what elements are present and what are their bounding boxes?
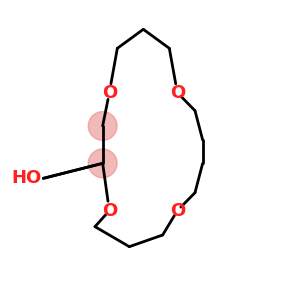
Text: O: O: [102, 84, 117, 102]
Text: HO: HO: [12, 169, 42, 187]
Circle shape: [88, 149, 117, 178]
Text: O: O: [102, 202, 117, 220]
Circle shape: [88, 112, 117, 140]
Text: O: O: [170, 202, 185, 220]
Text: O: O: [170, 84, 185, 102]
